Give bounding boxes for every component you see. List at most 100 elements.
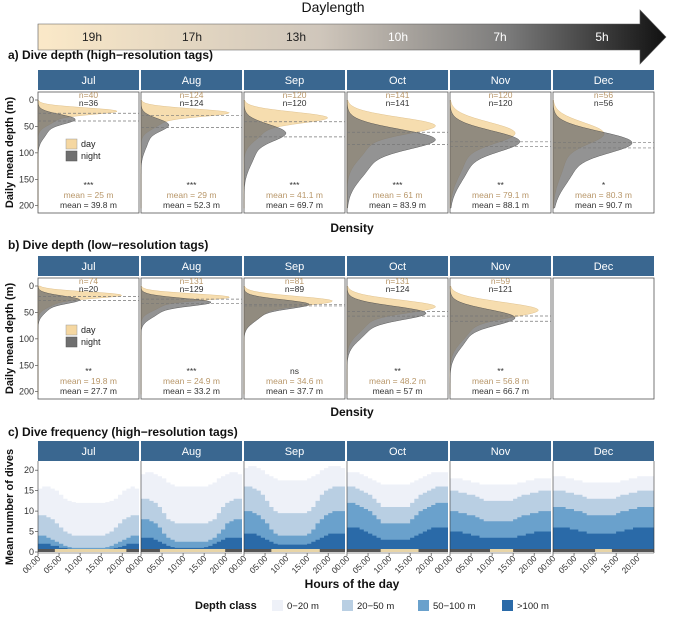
- area-100m: [244, 533, 345, 552]
- daylength-header: Daylength 19h 17h 13h 10h 7h 5h: [37, 0, 667, 65]
- x-axis-label: Hours of the day: [305, 577, 400, 591]
- n-night-label: n=124: [180, 98, 204, 108]
- facet-label: Aug: [182, 75, 202, 87]
- n-night-label: n=20: [79, 284, 98, 294]
- facet-strip: [553, 256, 654, 276]
- x-tick-label: 10:00: [165, 553, 187, 575]
- significance-label: ns: [290, 366, 299, 376]
- area-100m: [553, 527, 654, 552]
- x-tick-label: 10:00: [474, 553, 496, 575]
- legend-label: >100 m: [517, 601, 549, 612]
- depth-class-legend: Depth class 0−20 m 20−50 m 50−100 m >100 m: [195, 600, 549, 612]
- x-tick-label: 00:00: [123, 553, 145, 575]
- n-day-label: n=120: [283, 90, 307, 100]
- facet-strip: [38, 256, 139, 276]
- n-night-label: n=121: [489, 284, 513, 294]
- n-night-label: n=36: [79, 98, 98, 108]
- facet-strip: [450, 70, 551, 90]
- daylength-hour-label: 17h: [182, 30, 202, 44]
- mean-night-label: mean = 37.7 m: [266, 386, 323, 396]
- mean-day-label: mean = 56.8 m: [472, 376, 529, 386]
- x-tick-label: 05:00: [556, 553, 578, 575]
- chart-title: a) Dive depth (high−resolution tags): [8, 48, 213, 62]
- y-tick-label: 15: [24, 486, 34, 496]
- y-axis-label: Mean number of dives: [4, 449, 16, 565]
- n-day-label: n=74: [79, 276, 98, 286]
- facet-label: Sep: [285, 446, 305, 458]
- mean-night-label: mean = 69.7 m: [266, 200, 323, 210]
- chart-title: c) Dive frequency (high−resolution tags): [8, 425, 238, 439]
- mean-day-label: mean = 25 m: [64, 190, 114, 200]
- density-area-night: [140, 100, 170, 209]
- y-tick-label: 150: [19, 360, 34, 370]
- mean-day-label: mean = 24.9 m: [163, 376, 220, 386]
- mean-day-label: mean = 34.6 m: [266, 376, 323, 386]
- x-tick-label: 15:00: [392, 553, 414, 575]
- x-tick-label: 10:00: [268, 553, 290, 575]
- x-tick-label: 15:00: [83, 553, 105, 575]
- daylength-hour-label: 5h: [595, 30, 608, 44]
- significance-label: **: [497, 366, 504, 376]
- daylength-label: Daylength: [301, 0, 364, 15]
- n-night-label: n=89: [285, 284, 304, 294]
- n-night-label: n=141: [386, 98, 410, 108]
- significance-label: **: [497, 180, 504, 190]
- significance-label: ***: [84, 180, 95, 190]
- legend-label: 20−50 m: [357, 601, 394, 612]
- facet-label: Oct: [389, 75, 406, 87]
- n-night-label: n=124: [386, 284, 410, 294]
- significance-label: **: [85, 366, 92, 376]
- facet-label: Sep: [285, 75, 305, 87]
- density-area-night: [37, 100, 76, 209]
- y-tick-label: 0: [29, 281, 34, 291]
- significance-label: ***: [393, 180, 404, 190]
- facet-strip: [347, 441, 448, 461]
- facet-strip: [244, 70, 345, 90]
- day-bar: [271, 549, 320, 552]
- facet-label: Aug: [182, 446, 202, 458]
- n-day-label: n=59: [491, 276, 510, 286]
- y-axis-label: Daily mean depth (m): [4, 97, 16, 209]
- facet-strip: [347, 70, 448, 90]
- n-night-label: n=120: [489, 98, 513, 108]
- y-tick-label: 50: [24, 307, 34, 317]
- n-day-label: n=40: [79, 90, 98, 100]
- n-day-label: n=81: [285, 276, 304, 286]
- area-20-50m: [38, 515, 139, 552]
- n-day-label: n=141: [386, 90, 410, 100]
- significance-label: ***: [187, 366, 198, 376]
- x-tick-label: 20:00: [516, 553, 538, 575]
- mean-night-label: mean = 90.7 m: [575, 200, 632, 210]
- density-area-night: [552, 99, 633, 209]
- x-tick-label: 00:00: [535, 553, 557, 575]
- n-day-label: n=120: [489, 90, 513, 100]
- day-bar: [159, 549, 226, 552]
- legend-key: [502, 600, 513, 611]
- area-100m: [347, 527, 448, 552]
- area-100m: [450, 531, 551, 552]
- density-area-night: [243, 99, 287, 209]
- density-area-night: [140, 285, 212, 395]
- n-night-label: n=129: [180, 284, 204, 294]
- x-tick-label: 20:00: [413, 553, 435, 575]
- panel-frame: [552, 277, 655, 400]
- facet-label: Nov: [491, 261, 511, 273]
- n-night-label: n=56: [594, 98, 613, 108]
- daylength-hour-label: 19h: [82, 30, 102, 44]
- x-tick-label: 00:00: [329, 553, 351, 575]
- facet-strip: [553, 441, 654, 461]
- panel-dec: Dec: [552, 256, 655, 400]
- daylength-hour-label: 10h: [388, 30, 408, 44]
- facet-label: Oct: [389, 261, 406, 273]
- x-tick-label: 10:00: [577, 553, 599, 575]
- density-area-night: [449, 99, 521, 209]
- mean-night-label: mean = 27.7 m: [60, 386, 117, 396]
- n-day-label: n=124: [180, 90, 204, 100]
- mean-night-label: mean = 52.3 m: [163, 200, 220, 210]
- legend-label: 0−20 m: [287, 601, 319, 612]
